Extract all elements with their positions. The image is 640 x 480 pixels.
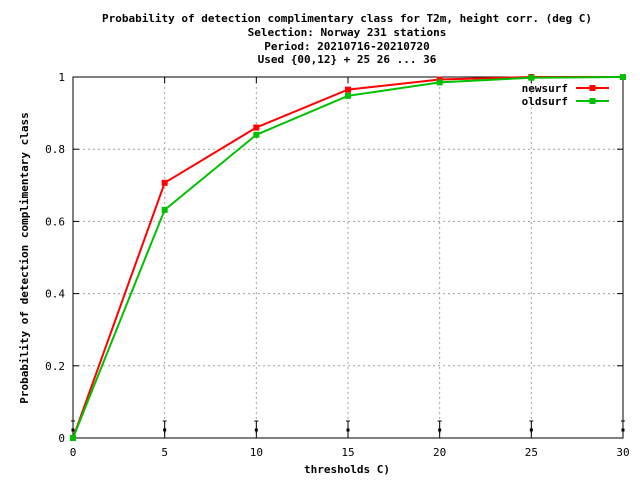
legend-marker-newsurf [589,85,596,91]
zero-marker-point [254,428,258,432]
title-line-3: Period: 20210716-20210720 [264,40,430,53]
x-axis-label: thresholds C) [304,463,390,476]
zero-markers [71,420,625,433]
grid [73,77,623,438]
zero-marker-point [438,428,442,432]
chart-title: Probability of detection complimentary c… [102,12,592,66]
zero-marker-point [163,428,167,432]
data-point-oldsurf [70,435,76,441]
x-tick-label: 30 [616,446,629,459]
zero-marker-point [529,428,533,432]
data-point-newsurf [161,179,168,186]
zero-marker-point [621,428,625,432]
x-tick-label: 15 [341,446,354,459]
zero-marker-point [71,428,75,432]
y-tick-label: 0 [58,432,65,445]
data-point-oldsurf [436,79,443,86]
data-point-oldsurf [253,131,260,138]
title-line-1: Probability of detection complimentary c… [102,12,592,25]
y-axis-label: Probability of detection complimentary c… [18,112,31,403]
y-tick-label: 0.2 [45,360,65,373]
x-tick-label: 10 [250,446,263,459]
x-tick-labels: 0 5 10 15 20 25 30 [70,446,630,459]
y-tick-label: 0.6 [45,215,65,228]
data-point-oldsurf [528,74,535,81]
y-tick-label: 0.4 [45,288,65,301]
series-oldsurf [70,74,626,441]
y-tick-label: 1 [58,71,65,84]
x-tick-label: 25 [525,446,538,459]
legend-label-newsurf: newsurf [522,82,568,95]
x-tick-label: 20 [433,446,446,459]
zero-marker-point [346,428,350,432]
y-tick-labels: 0 0.2 0.4 0.6 0.8 1 [45,71,65,445]
x-tick-label: 0 [70,446,77,459]
legend-marker-oldsurf [589,98,596,104]
x-tick-label: 5 [161,446,168,459]
series-layer [70,74,626,441]
y-tick-label: 0.8 [45,143,65,156]
data-point-oldsurf [161,206,168,213]
data-point-newsurf [345,86,351,93]
title-line-2: Selection: Norway 231 stations [248,26,447,39]
data-point-newsurf [253,124,260,131]
data-point-oldsurf [345,92,351,99]
data-point-oldsurf [620,74,626,80]
title-line-4: Used {00,12} + 25 26 ... 36 [258,53,437,66]
legend-label-oldsurf: oldsurf [522,95,568,108]
